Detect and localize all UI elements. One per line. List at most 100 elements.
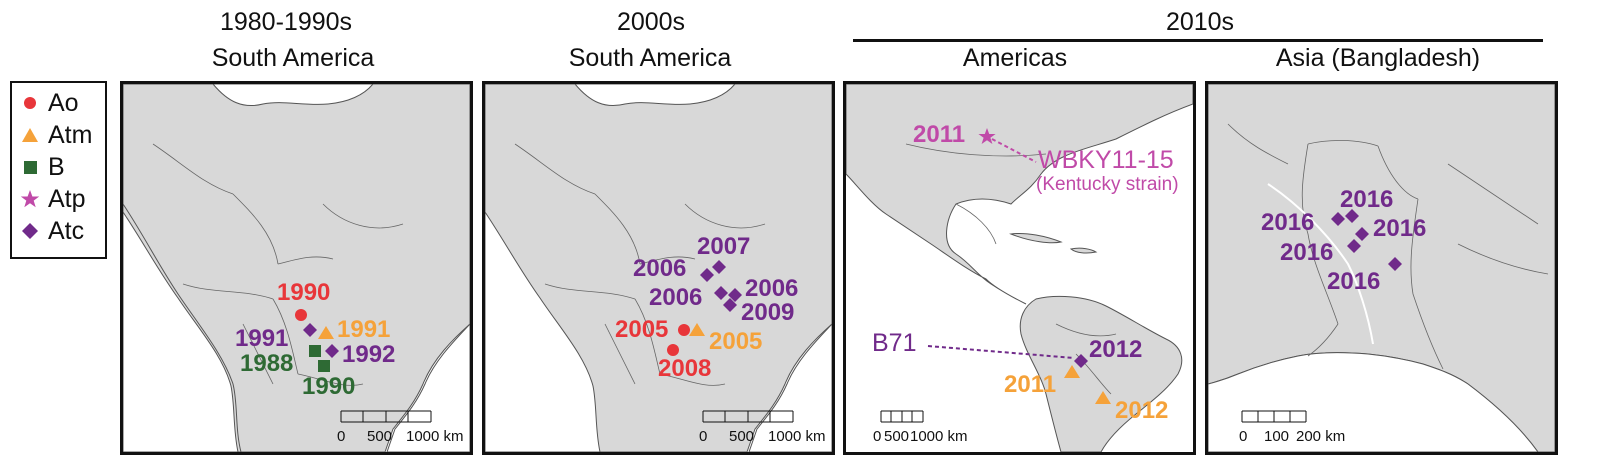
label-b-1988: 1988 [240,350,293,377]
label-atc-2006a: 2006 [633,255,686,282]
marker-atm-2011 [1064,365,1080,378]
map-panel-1980-1990s: 1990 1991 1991 1988 1992 1990 0 500 1000… [120,81,473,455]
americas-map: 2011 WBKY11-15 (Kentucky strain) B71 201… [846,84,1193,452]
legend: Ao Atm B Atp Atc [10,81,107,259]
marker-atc-2016-5 [1388,257,1402,271]
scale-tick-0: 0 [699,428,707,445]
label-atc-2016-5: 2016 [1327,268,1380,295]
scale-tick-1000: 1000 km [768,428,826,445]
scale-bar: 0 500 1000 km [337,410,464,445]
ocean-caribbean [212,84,374,107]
marker-atc-1992 [325,344,339,358]
triangle-icon [22,128,38,142]
scale-tick-200: 200 km [1296,428,1345,445]
label-atp-2011: 2011 [913,121,965,148]
label-atc-1992: 1992 [342,341,395,368]
scale-tick-100: 100 [1264,428,1289,445]
marker-atc-2012 [1074,354,1088,368]
scale-tick-500: 500 [729,428,754,445]
legend-label-b: B [48,152,65,181]
scale-tick-0: 0 [337,428,345,445]
scale-tick-500: 500 [884,428,909,445]
south-america-map-1: 1990 1991 1991 1988 1992 1990 0 500 1000… [123,84,470,452]
marker-ao-2005 [678,324,690,336]
legend-item-atm: Atm [20,120,92,150]
marker-atm-2005 [689,323,705,336]
marker-atc-2016-2 [1345,209,1359,223]
star-icon [20,190,40,208]
marker-atc-2009 [723,298,737,312]
label-atc-2006b: 2006 [649,284,702,311]
label-atc-2006c: 2006 [745,275,798,302]
label-atm-2011: 2011 [1004,371,1056,398]
panel1-title-line1: 1980-1990s [219,8,353,36]
label-ao-2008: 2008 [658,355,711,382]
label-ao-2005: 2005 [615,316,668,343]
legend-label-atp: Atp [48,184,86,213]
map-panel-bangladesh: 2016 2016 2016 2016 2016 0 100 200 km [1205,81,1558,455]
legend-label-atc: Atc [48,216,85,245]
scale-tick-1000: 1000 km [910,428,968,445]
marker-atc-2016-1 [1331,212,1345,226]
south-america-map-2: 2007 2006 2006 2006 2009 2005 2005 2008 … [485,84,832,452]
marker-atc-2007 [712,260,726,274]
ocean-caribbean [574,84,736,107]
label-atc-2012: 2012 [1089,336,1142,363]
marker-b-1988 [309,345,321,357]
legend-item-b: B [20,152,65,182]
label-atm-2012: 2012 [1115,397,1168,424]
label-atc-2016-1: 2016 [1340,186,1393,213]
label-atm-1991: 1991 [337,316,390,343]
map-panel-2000s: 2007 2006 2006 2006 2009 2005 2005 2008 … [482,81,835,455]
marker-atp-2011 [978,128,996,144]
leader-wbky [991,138,1037,163]
label-kentucky-strain: (Kentucky strain) [1036,174,1179,195]
square-icon [24,161,37,174]
diamond-icon [22,223,38,239]
label-wbky: WBKY11-15 [1038,146,1174,174]
scale-bar: 0 100 200 km [1239,410,1345,445]
legend-item-ao: Ao [20,88,79,118]
scale-bar: 0 500 1000 km [873,410,968,445]
legend-label-atm: Atm [48,120,93,149]
scale-tick-0: 0 [873,428,881,445]
scale-tick-1000: 1000 km [406,428,464,445]
marker-atc-2006b [714,286,728,300]
legend-label-ao: Ao [48,88,79,117]
panel2-title-line1: 2000s [616,8,686,36]
panel2-title-line2: South America [568,44,732,72]
country-border [152,143,404,386]
country-border [1227,123,1549,370]
panel4-title: Asia (Bangladesh) [1275,44,1481,72]
label-atm-2005: 2005 [709,328,762,355]
country-border [905,143,1117,395]
bangladesh-map: 2016 2016 2016 2016 2016 0 100 200 km [1208,84,1555,452]
label-atc-2016-3: 2016 [1373,215,1426,242]
ocean-atlantic [386,84,470,452]
panel1-title-line2: South America [211,44,375,72]
label-atc-2009: 2009 [741,299,794,326]
label-atc-2016-4: 2016 [1280,239,1333,266]
cuba-island [1009,233,1063,244]
marker-ao-2008 [667,344,679,356]
label-b71: B71 [872,329,916,357]
scale-bar: 0 500 1000 km [699,410,826,445]
label-atc-1991: 1991 [235,325,288,352]
label-ao-1990: 1990 [277,279,330,306]
marker-atc-2016-4 [1347,239,1361,253]
label-atc-2007: 2007 [697,233,750,260]
marker-atc-2006c [728,288,742,302]
marker-b-1990 [318,360,330,372]
country-border [514,143,766,386]
river [1267,183,1374,345]
marker-ao-1990 [295,309,307,321]
marker-atc-2016-3 [1355,227,1369,241]
leader-b71 [927,345,1075,359]
label-atc-2016-2: 2016 [1261,209,1314,236]
coastline-west [123,203,242,452]
scale-tick-0: 0 [1239,428,1247,445]
north-america-land [846,84,1193,305]
bay-of-bengal [1208,352,1539,452]
legend-item-atc: Atc [20,216,84,246]
marker-atc-1991 [303,323,317,337]
